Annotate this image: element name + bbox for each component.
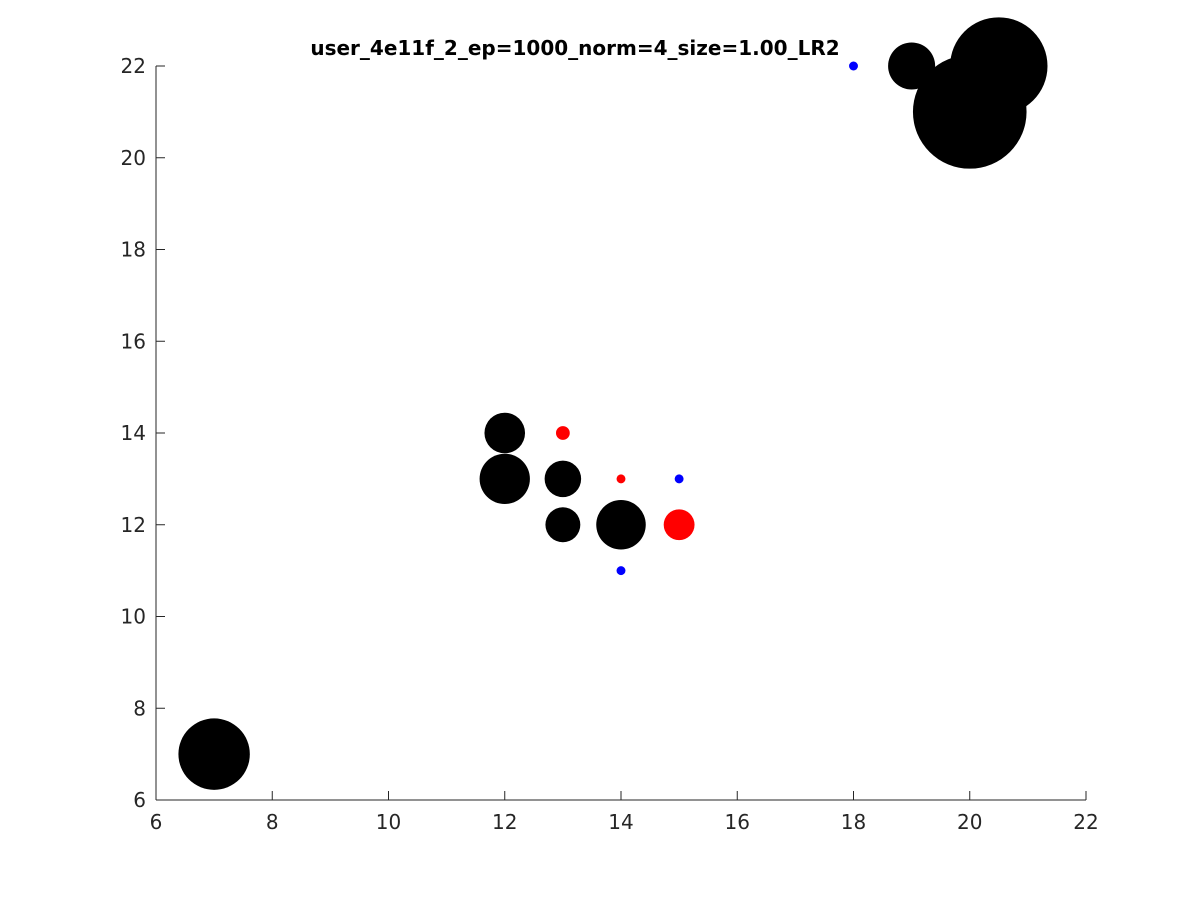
data-point-2-2 <box>616 566 626 576</box>
data-point-1-2 <box>663 509 695 541</box>
markers-layer <box>178 17 1048 790</box>
axes-layer <box>155 66 1086 801</box>
data-point-0-1 <box>484 412 526 454</box>
data-point-0-4 <box>545 507 581 543</box>
data-point-0-0 <box>178 718 250 790</box>
y-tick-label: 6 <box>133 788 146 812</box>
x-tick-label: 20 <box>957 810 982 834</box>
x-tick-label: 18 <box>841 810 866 834</box>
y-tick-label: 14 <box>121 421 146 445</box>
ticks-layer: 6 8 10 12 14 16 18 20 22 6 8 10 12 14 16 18 20 22 <box>121 54 1099 834</box>
y-tick-label: 18 <box>121 238 146 262</box>
data-point-0-8 <box>950 17 1048 115</box>
x-tick-label: 10 <box>376 810 401 834</box>
x-tick-label: 8 <box>266 810 279 834</box>
y-tick-label: 22 <box>121 54 146 78</box>
y-tick-label: 20 <box>121 146 146 170</box>
x-tick-label: 14 <box>608 810 633 834</box>
y-tick-label: 16 <box>121 329 146 353</box>
data-point-1-0 <box>555 426 570 440</box>
chart-title: user_4e11f_2_ep=1000_norm=4_size=1.00_LR… <box>310 36 839 60</box>
x-tick-label: 6 <box>150 810 163 834</box>
data-point-2-0 <box>849 61 858 71</box>
data-point-0-3 <box>544 460 582 498</box>
y-tick-label: 12 <box>121 513 146 537</box>
x-tick-label: 12 <box>492 810 517 834</box>
y-tick-label: 10 <box>121 605 146 629</box>
x-tick-label: 16 <box>725 810 750 834</box>
data-point-0-5 <box>596 500 646 550</box>
y-tick-label: 8 <box>133 696 146 720</box>
data-point-0-6 <box>888 42 936 90</box>
data-point-1-1 <box>616 474 626 484</box>
data-point-0-2 <box>479 453 530 505</box>
data-point-2-1 <box>674 474 684 484</box>
x-tick-label: 22 <box>1073 810 1098 834</box>
